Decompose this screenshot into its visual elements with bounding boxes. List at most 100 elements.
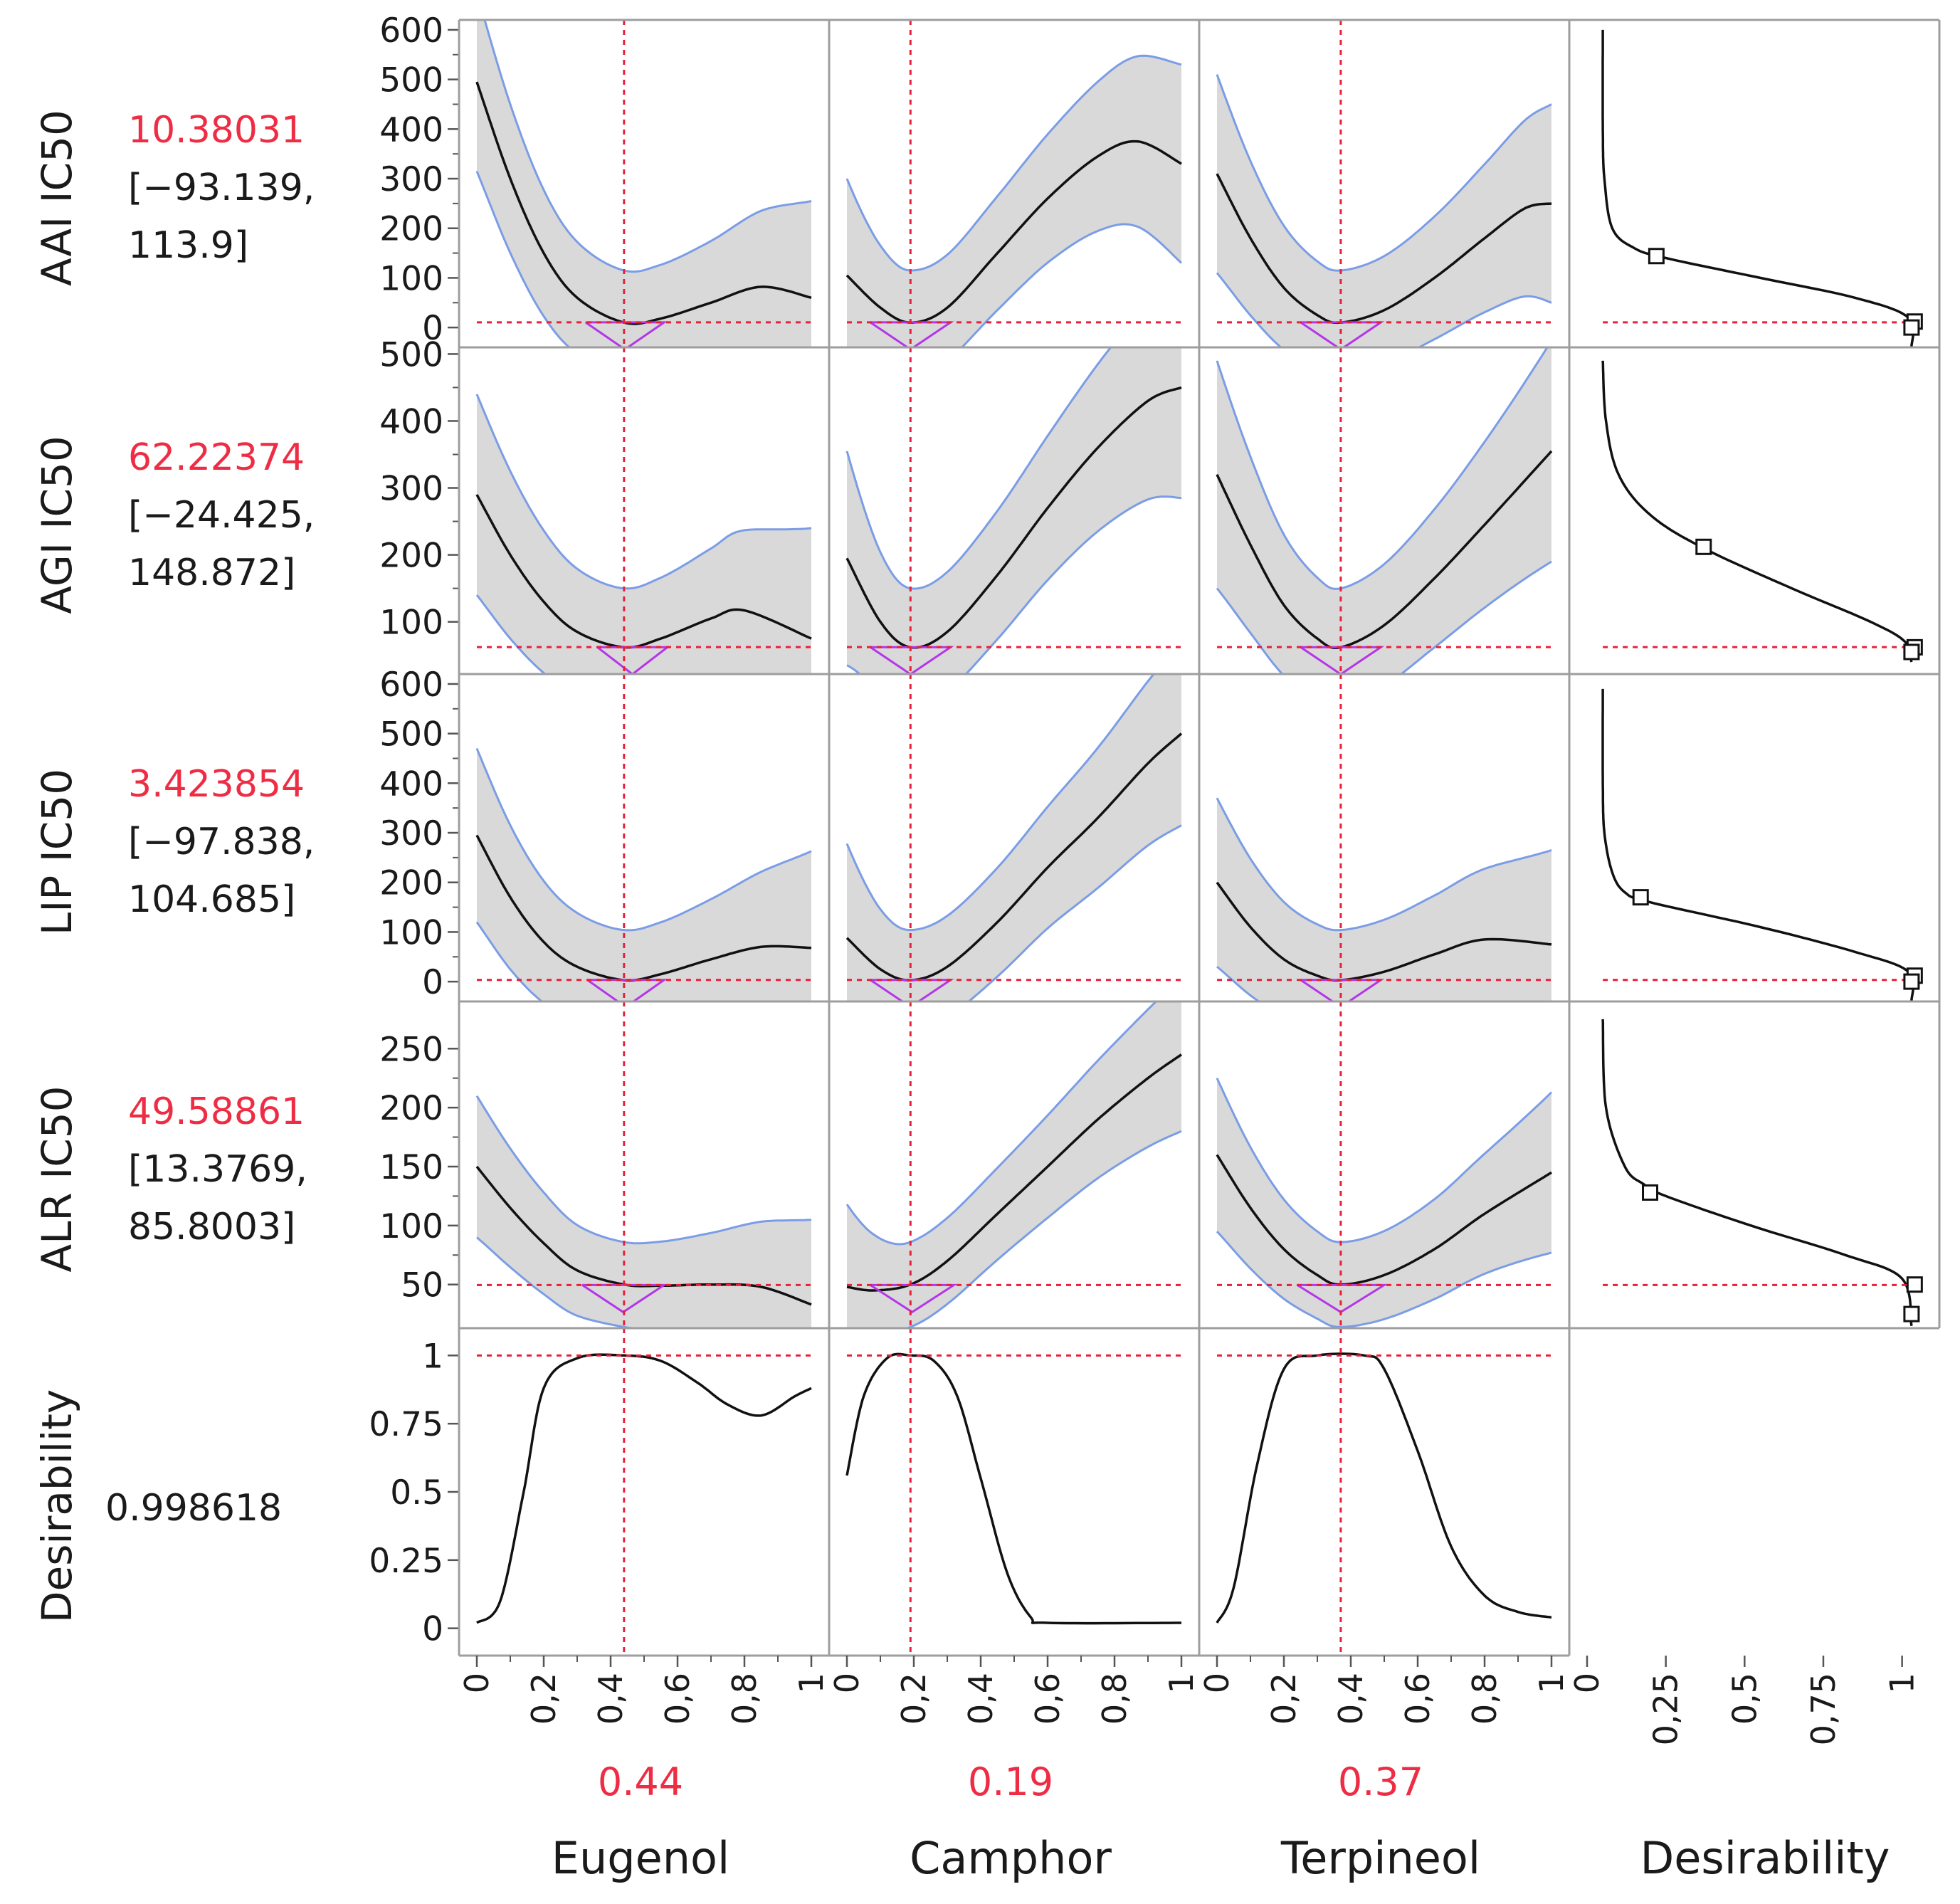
y-tick-label: 200 <box>379 210 443 249</box>
y-tick-label: 100 <box>379 1207 443 1246</box>
y-tick-label: 100 <box>379 604 443 643</box>
confidence-band <box>1217 798 1551 1001</box>
y-tick-label: 0 <box>422 963 443 1002</box>
y-tick-label: 0.75 <box>369 1405 443 1444</box>
desirability-function-curve <box>1601 29 1915 347</box>
x-tick-label: 0,6 <box>1028 1673 1067 1725</box>
x-tick-label: 1 <box>1162 1673 1201 1693</box>
y-tick-label: 300 <box>379 814 443 853</box>
factor-name: Eugenol <box>552 1832 729 1884</box>
desirability-marker <box>1632 889 1649 906</box>
predicted-value: 49.58861 <box>128 1090 305 1133</box>
x-tick-label: 0,8 <box>1095 1673 1134 1725</box>
y-tick-label: 500 <box>379 335 443 374</box>
prediction-curve <box>845 386 1182 649</box>
y-tick-label: 250 <box>379 1030 443 1069</box>
y-tick-label: 150 <box>379 1148 443 1187</box>
cell-3-0 <box>475 1001 812 1328</box>
grid-lines <box>458 19 1941 1657</box>
factor-current-value: 0.19 <box>968 1760 1053 1804</box>
y-tick-label: 200 <box>379 1089 443 1128</box>
ci-triangle <box>870 1283 958 1314</box>
x-tick-label: 0,2 <box>895 1673 933 1725</box>
upper-ci-line <box>1216 797 1552 932</box>
upper-ci-line <box>845 1001 1158 1246</box>
x-tick-label: 0 <box>458 1673 496 1693</box>
y-tick-label: 1 <box>422 1337 443 1376</box>
y-tick-label: 0.25 <box>369 1542 443 1581</box>
cell-1-0 <box>475 347 812 674</box>
confidence-band <box>1217 74 1551 347</box>
desirability-cell-2 <box>1216 1328 1552 1656</box>
x-tick-label: 0 <box>1198 1673 1236 1693</box>
x-tick-label: 1 <box>1883 1673 1922 1693</box>
confidence-band <box>1217 347 1551 674</box>
lower-ci-line <box>476 1236 651 1328</box>
ci-triangle <box>596 646 671 674</box>
x-tick-label: 1 <box>792 1673 831 1693</box>
desirability-column-label: Desirability <box>1640 1832 1890 1884</box>
predicted-value: 3.423854 <box>128 763 305 806</box>
x-tick-label: 0,4 <box>591 1673 630 1725</box>
y-tick-label: 100 <box>379 259 443 298</box>
lower-ci-line <box>966 824 1182 1001</box>
cell-0-0 <box>475 20 812 347</box>
x-tick-label: 0,8 <box>1465 1673 1504 1725</box>
lower-ci-line <box>475 921 544 1001</box>
x-tick-label: 0,25 <box>1647 1673 1685 1745</box>
confidence-band <box>477 1095 811 1328</box>
y-tick-label: 0.5 <box>390 1473 443 1513</box>
predicted-value: 10.38031 <box>128 109 305 152</box>
prediction-curve <box>846 1053 1182 1292</box>
prediction-curve <box>845 732 1183 982</box>
confidence-interval-low: [−24.425, <box>128 494 315 537</box>
y-tick-label: 400 <box>379 110 443 149</box>
y-tick-label: 600 <box>379 11 443 51</box>
cell-2-1 <box>845 674 1183 1001</box>
y-tick-label: 200 <box>379 537 443 576</box>
desirability-marker <box>1903 319 1920 336</box>
upper-ci-line <box>845 674 1155 932</box>
lower-ci-line <box>846 495 1181 674</box>
predicted-value: 62.22374 <box>128 436 305 479</box>
x-tick-label: 0,8 <box>725 1673 764 1725</box>
y-tick-label: 50 <box>401 1266 443 1305</box>
desirability-marker <box>1695 538 1712 555</box>
lower-ci-line <box>960 223 1183 347</box>
factor-name: Terpineol <box>1280 1832 1480 1884</box>
upper-ci-line <box>845 347 1112 590</box>
desirability-fn-cell-1 <box>1601 360 1923 663</box>
lower-ci-line <box>475 171 571 347</box>
cell-0-2 <box>1216 20 1552 347</box>
confidence-interval-low: [−93.139, <box>128 167 315 209</box>
x-tick-label: 0 <box>1568 1673 1606 1693</box>
desirability-function-curve <box>1601 688 1915 1001</box>
confidence-interval-high: 85.8003] <box>128 1206 295 1248</box>
y-tick-label: 600 <box>379 666 443 705</box>
cell-1-1 <box>845 347 1182 674</box>
y-tick-label: 400 <box>379 764 443 804</box>
confidence-interval-low: [−97.838, <box>128 821 315 863</box>
factor-current-value: 0.44 <box>598 1760 683 1804</box>
y-tick-label: 200 <box>379 864 443 903</box>
confidence-band <box>847 674 1181 1001</box>
response-name: AAI IC50 <box>33 110 81 286</box>
desirability-fn-cell-2 <box>1601 688 1923 1001</box>
response-name: LIP IC50 <box>33 769 81 935</box>
prediction-curve <box>1216 173 1552 325</box>
desirability-fn-cell-0 <box>1601 29 1923 347</box>
confidence-interval-high: 113.9] <box>128 224 248 267</box>
lower-ci-line <box>1216 1231 1552 1328</box>
desirability-curve <box>1216 1352 1552 1624</box>
confidence-band <box>477 394 811 674</box>
lower-ci-line <box>905 1130 1182 1328</box>
cell-0-1 <box>845 20 1183 347</box>
y-tick-label: 300 <box>379 470 443 509</box>
desirability-marker <box>1903 973 1920 990</box>
x-tick-label: 0,5 <box>1725 1673 1764 1725</box>
prediction-curve <box>845 140 1182 324</box>
y-tick-label: 0 <box>422 309 443 348</box>
confidence-interval-high: 148.872] <box>128 552 295 594</box>
factor-current-value: 0.37 <box>1338 1760 1423 1804</box>
